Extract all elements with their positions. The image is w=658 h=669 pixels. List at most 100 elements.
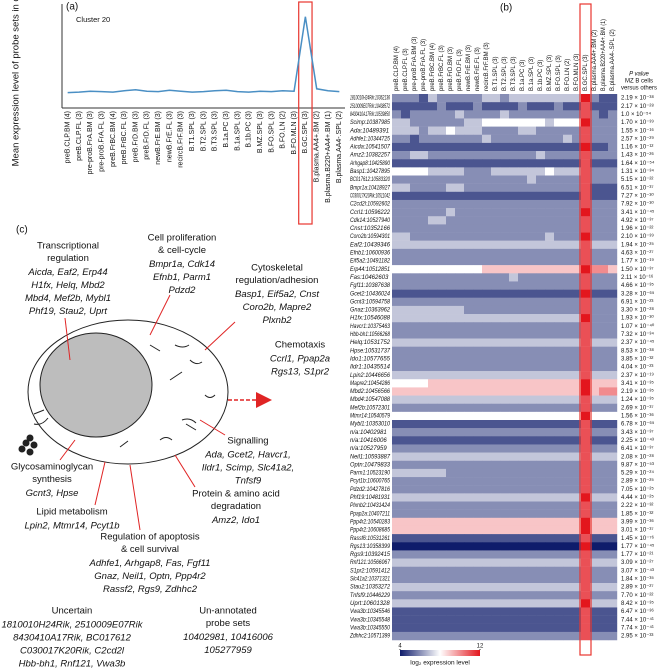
heatmap-cell bbox=[554, 265, 564, 274]
heatmap-cell bbox=[572, 615, 582, 624]
heatmap-cell bbox=[437, 183, 447, 192]
heatmap-cell bbox=[464, 134, 474, 144]
gene-list: Ildr1, Scimp, Slc41a2, bbox=[202, 463, 294, 474]
heatmap-cell bbox=[437, 265, 447, 274]
heatmap-cell bbox=[563, 444, 573, 453]
heatmap-cell bbox=[581, 452, 591, 461]
heatmap-cell bbox=[608, 599, 618, 608]
heatmap-cell bbox=[554, 460, 564, 470]
heatmap-cell bbox=[446, 175, 456, 184]
heatmap-cell bbox=[608, 452, 618, 461]
heatmap-cell bbox=[608, 591, 618, 600]
pvalue-header: MZ B cells bbox=[625, 79, 653, 85]
heatmap-cell bbox=[491, 126, 501, 135]
heatmap-cell bbox=[572, 428, 582, 437]
heatmap-cell bbox=[455, 403, 465, 413]
heatmap-cell bbox=[581, 159, 591, 168]
heatmap-cell bbox=[401, 297, 411, 307]
heatmap-cell bbox=[518, 102, 528, 111]
heatmap-cell bbox=[509, 199, 519, 209]
heatmap-cell bbox=[572, 346, 582, 355]
gene-list: Plxnb2 bbox=[262, 315, 292, 326]
heatmap-cell bbox=[581, 387, 591, 396]
heatmap-cell bbox=[455, 460, 465, 470]
heatmap-cell bbox=[527, 102, 537, 111]
heatmap-cell bbox=[437, 167, 447, 176]
heatmap-cell bbox=[518, 273, 528, 282]
heatmap-cell bbox=[437, 428, 447, 437]
heatmap-cell bbox=[554, 216, 564, 225]
heatmap-cell bbox=[455, 615, 465, 624]
heatmap-cell bbox=[509, 387, 519, 396]
pvalue: 7.44 × 10⁻⁴¹ bbox=[621, 616, 654, 623]
heatmap-cell bbox=[410, 102, 420, 111]
heatmap-cell bbox=[401, 159, 411, 168]
gene-list: Hbb-bh1, Rnf121, Vwa3b bbox=[19, 659, 126, 669]
heatmap-cell bbox=[536, 420, 546, 429]
heatmap-cell bbox=[509, 151, 519, 160]
heatmap-cell bbox=[392, 525, 402, 535]
heatmap-cell bbox=[581, 338, 591, 347]
heatmap-cell bbox=[464, 167, 474, 176]
heatmap-cell bbox=[419, 208, 429, 217]
heatmap-cell bbox=[455, 509, 465, 518]
heatmap-cell bbox=[527, 208, 537, 217]
x-tick-label: B.1b.PC (3) bbox=[246, 111, 253, 148]
heatmap-cell bbox=[473, 232, 483, 241]
heatmap-cell bbox=[509, 566, 519, 576]
heatmap-cell bbox=[491, 525, 501, 535]
heatmap-cell bbox=[482, 599, 492, 608]
heatmap-cell bbox=[527, 566, 537, 576]
heatmap-cell bbox=[428, 167, 438, 176]
heatmap-cell bbox=[491, 428, 501, 437]
heatmap-cell bbox=[482, 631, 492, 641]
heatmap-cell bbox=[473, 574, 483, 584]
heatmap-cell bbox=[491, 452, 501, 461]
heatmap-cell bbox=[599, 199, 609, 209]
heatmap-cell bbox=[599, 436, 609, 445]
heatmap-cell bbox=[464, 159, 474, 168]
heatmap-cell bbox=[446, 566, 456, 576]
pvalue: 2.17 × 10⁻²⁸ bbox=[621, 103, 654, 110]
heatmap-cell bbox=[482, 542, 492, 551]
heatmap-cell bbox=[428, 501, 438, 510]
row-label: Bmpr1a:10418927 bbox=[350, 185, 391, 191]
heatmap-cell bbox=[419, 199, 429, 209]
heatmap-cell bbox=[464, 126, 474, 135]
heatmap-cell bbox=[482, 142, 492, 152]
heatmap-cell bbox=[509, 159, 519, 168]
heatmap-cell bbox=[464, 566, 474, 576]
heatmap-cell bbox=[518, 379, 528, 388]
heatmap-cell bbox=[509, 322, 519, 331]
heatmap-cell bbox=[536, 615, 546, 624]
heatmap-cell bbox=[482, 322, 492, 331]
heatmap-cell bbox=[554, 420, 564, 429]
heatmap-cell bbox=[536, 591, 546, 600]
heatmap-cell bbox=[563, 199, 573, 209]
heatmap-cell bbox=[473, 151, 483, 160]
colorbar bbox=[400, 650, 480, 656]
heatmap-cell bbox=[491, 330, 501, 339]
heatmap-cell bbox=[509, 574, 519, 584]
row-label: Mtmr14:10540579 bbox=[350, 414, 391, 420]
heatmap-cell bbox=[392, 151, 402, 160]
heatmap-cell bbox=[437, 224, 447, 233]
heatmap-cell bbox=[500, 305, 510, 315]
heatmap-cell bbox=[554, 591, 564, 600]
heatmap-cell bbox=[464, 371, 474, 380]
heatmap-cell bbox=[500, 297, 510, 307]
heatmap-cell bbox=[473, 379, 483, 388]
heatmap-cell bbox=[392, 493, 402, 502]
heatmap-cell bbox=[473, 428, 483, 437]
heatmap-cell bbox=[482, 623, 492, 633]
heatmap-cell bbox=[482, 468, 492, 478]
heatmap-cell bbox=[554, 631, 564, 641]
heatmap-cell bbox=[509, 330, 519, 339]
heatmap-cell bbox=[446, 183, 456, 192]
heatmap-cell bbox=[401, 468, 411, 478]
heatmap-cell bbox=[491, 322, 501, 331]
heatmap-cell bbox=[473, 330, 483, 339]
heatmap-cell bbox=[554, 175, 564, 184]
heatmap-cell bbox=[563, 322, 573, 331]
heatmap-cell bbox=[545, 428, 555, 437]
